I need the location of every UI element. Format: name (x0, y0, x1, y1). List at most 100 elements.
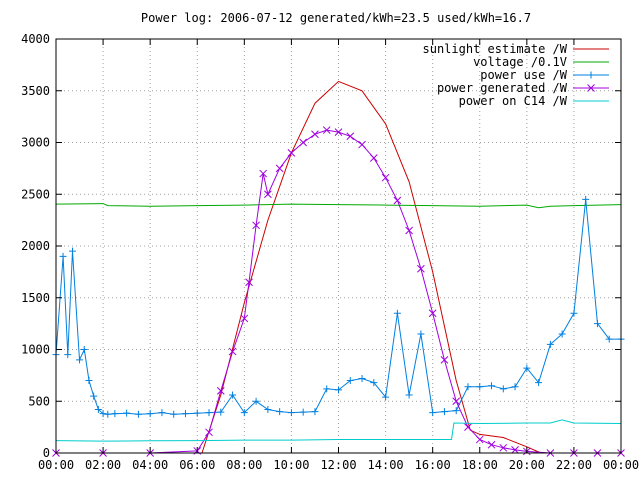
data-point (499, 443, 508, 452)
data-point (123, 409, 131, 417)
data-point (228, 347, 237, 356)
data-point (299, 408, 307, 416)
data-point (476, 383, 484, 391)
series-line (201, 80, 542, 454)
data-point (558, 330, 566, 338)
x-tick-label: 02:00 (85, 458, 121, 472)
data-point (299, 138, 308, 147)
data-point (417, 264, 425, 273)
series-1 (55, 203, 622, 209)
y-tick-label: 3000 (21, 136, 50, 150)
data-point (440, 355, 449, 364)
data-point (240, 409, 248, 417)
y-tick-label: 0 (43, 446, 50, 460)
data-point (546, 340, 554, 348)
x-axis: 00:00 02:00 04:00 06:00 08:00 10:00 12:00 14:00… (38, 39, 639, 472)
data-point (334, 128, 343, 137)
data-point (240, 314, 249, 323)
data-point (64, 351, 72, 359)
data-point (593, 320, 601, 328)
data-point (287, 148, 296, 157)
data-point (80, 346, 88, 353)
data-point (511, 446, 519, 454)
y-tick-label: 1500 (21, 291, 50, 305)
data-point (452, 397, 461, 406)
data-point (369, 154, 378, 162)
data-point (440, 408, 448, 416)
grid-lines (56, 39, 621, 453)
data-point (193, 409, 201, 417)
legend-label: power generated /W (437, 81, 568, 95)
data-point (382, 393, 390, 401)
y-axis: 0 500 1000 1500 2000 2500 3000 3500 4000 (21, 32, 621, 460)
data-point (264, 406, 272, 414)
legend-item: power use /W (480, 68, 609, 82)
data-point (393, 196, 402, 205)
series-3 (52, 126, 625, 457)
data-point (429, 409, 437, 417)
data-point (464, 423, 472, 431)
legend-item: power generated /W (437, 81, 609, 95)
data-point (90, 392, 98, 400)
data-point (104, 410, 112, 418)
data-point (158, 409, 166, 417)
data-point (229, 391, 237, 399)
data-point (323, 385, 331, 393)
data-point (535, 379, 543, 387)
y-tick-label: 500 (28, 394, 50, 408)
data-point (94, 406, 102, 414)
x-tick-label: 06:00 (179, 458, 215, 472)
data-point (570, 309, 578, 317)
y-tick-label: 3500 (21, 84, 50, 98)
data-point (358, 140, 366, 149)
data-point (311, 408, 319, 416)
data-point (259, 169, 268, 178)
x-tick-label: 12:00 (320, 458, 356, 472)
legend-label: sunlight estimate /W (423, 42, 568, 56)
data-point (85, 377, 93, 385)
data-point (322, 126, 331, 134)
data-point (346, 132, 355, 141)
data-point (452, 407, 460, 415)
data-point (170, 410, 178, 418)
data-point (264, 190, 272, 199)
data-point (146, 410, 154, 418)
legend-label: power use /W (480, 68, 567, 82)
data-point (245, 278, 253, 287)
data-point (405, 391, 413, 399)
data-point (68, 247, 76, 255)
data-point (346, 377, 354, 385)
data-point (311, 130, 319, 139)
x-tick-label: 04:00 (132, 458, 168, 472)
series-layer (52, 80, 625, 457)
data-point (381, 173, 390, 182)
data-point (428, 309, 437, 318)
data-point (59, 252, 67, 260)
data-point (488, 382, 496, 390)
x-tick-label: 10:00 (273, 458, 309, 472)
x-tick-label: 16:00 (415, 458, 451, 472)
series-line (56, 129, 621, 454)
legend-label: voltage /0.1V (473, 55, 567, 69)
y-tick-label: 4000 (21, 32, 50, 46)
series-0 (201, 80, 542, 454)
data-point (76, 356, 84, 364)
data-point (275, 164, 284, 173)
data-point (582, 195, 590, 203)
x-tick-label: 00:00 (603, 458, 639, 472)
data-point (511, 383, 519, 391)
data-point (216, 387, 225, 395)
data-point (405, 226, 413, 235)
data-point (134, 410, 142, 418)
data-point (358, 374, 366, 382)
data-point (393, 309, 401, 317)
y-tick-label: 2000 (21, 239, 50, 253)
y-tick-label: 2500 (21, 187, 50, 201)
series-4 (55, 419, 622, 442)
legend-label: power on C14 /W (459, 94, 568, 108)
data-point (335, 386, 342, 394)
data-point (605, 335, 613, 343)
data-point (487, 440, 496, 449)
